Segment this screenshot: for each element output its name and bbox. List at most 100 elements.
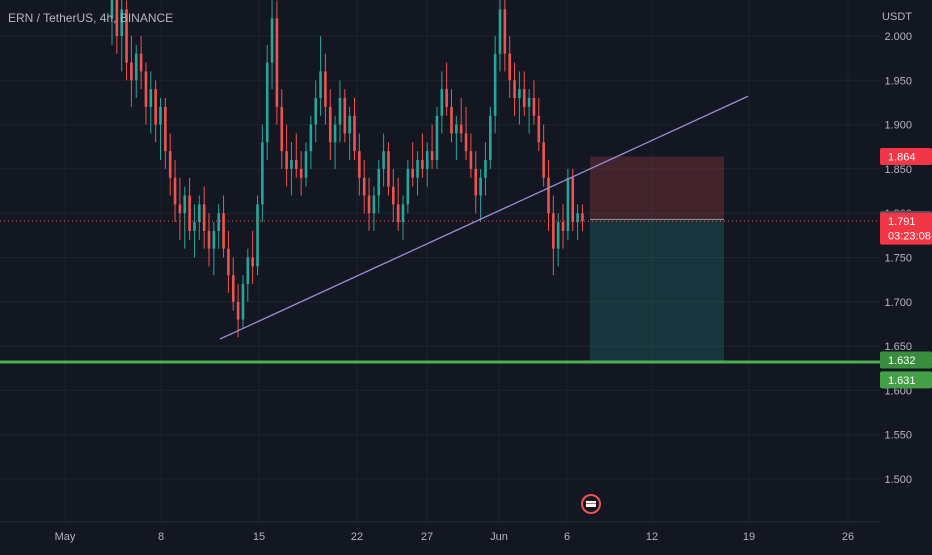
candle-body [430,151,434,161]
candle-body [353,115,356,152]
take-profit-zone[interactable] [590,219,724,363]
candle-body [513,80,516,99]
symbol-label: ERN / TetherUS, 4h, BINANCE [8,11,173,25]
y-tick-label: 2.000 [884,31,912,43]
candle-body [411,168,414,178]
candle-body [479,177,482,196]
candle-body [251,257,254,267]
candle-body [256,204,259,267]
candle-body [396,204,400,223]
candle-body [552,213,555,249]
candle-body [498,9,502,54]
candle-body [489,115,492,161]
candle-body [198,204,201,223]
candle-body [285,151,288,169]
candle-body [110,0,114,19]
candle-body [421,160,424,169]
candle-body [435,115,439,161]
candle-body [328,106,332,143]
candle-body [130,62,133,81]
candle-body [120,9,123,36]
candle-body [493,53,497,116]
candle-body [474,168,478,196]
candle-body [367,195,371,214]
x-tick-label: 26 [842,531,854,543]
y-tick-label: 1.500 [884,474,912,486]
candle-body [164,106,167,152]
candle-body [450,106,453,134]
candle-body [556,222,560,249]
y-tick-label: 1.550 [884,430,912,442]
flag-icon-stripe [586,503,596,504]
candle-body [246,257,250,285]
candle-body [309,124,313,152]
candle-body [319,71,322,99]
candle-body [377,168,381,196]
candle-body [227,248,230,276]
y-tick-label: 1.900 [884,120,912,132]
candle-body [561,222,565,231]
stop-loss-zone[interactable] [590,156,724,220]
candle-body [469,151,473,169]
candle-body [134,53,138,81]
y-tick-label: 1.650 [884,341,912,353]
candle-body [202,204,206,231]
candle-body [392,186,395,205]
candle-body [522,89,526,107]
x-tick-label: 12 [646,531,658,543]
candle-body [333,124,337,143]
candle-body [265,62,269,143]
ascending-trendline[interactable] [219,95,749,340]
price-tag-stop-label: 1.864 [888,151,916,163]
flag-icon[interactable] [581,494,601,514]
candle-body [188,195,191,231]
candle-body [314,98,317,125]
candle-body [139,53,143,72]
x-tick-label: May [55,531,76,543]
candle-body [358,151,361,178]
candle-body [542,142,545,178]
candle-body [324,71,327,107]
x-tick-label: Jun [490,531,508,543]
y-tick-label: 1.850 [884,164,912,176]
candle-body [484,160,487,178]
price-tag-support-label: 1.632 [888,355,916,367]
candle-body [115,0,119,36]
y-tick-label: 1.700 [884,297,912,309]
candle-body [231,275,235,302]
candle-body [275,18,279,107]
candle-body [508,53,511,81]
candle-body [406,168,410,205]
candle-body [532,98,536,116]
price-tag-current-label: 1.791 [888,216,916,228]
x-tick-label: 6 [564,531,570,543]
candle-body [299,168,303,178]
candle-body [387,151,390,187]
candle-body [571,177,575,223]
candle-body [236,301,240,320]
candle-body [159,106,162,125]
candle-body [173,177,177,205]
candle-body [304,151,308,178]
candle-body [440,89,444,116]
candle-body [348,115,351,134]
candle-body [527,98,531,107]
price-tag-support [880,351,932,369]
candle-body [581,213,584,222]
price-tag-current [880,212,932,245]
candle-body [193,222,196,231]
candle-body [416,160,419,178]
candle-body [241,284,245,320]
candle-body [455,124,458,134]
candle-body [183,195,187,214]
candle-body [362,177,366,196]
candle-body [425,151,429,169]
candle-body [566,177,570,231]
candle-body [576,213,579,223]
candle-body [464,133,468,152]
candle-body [212,230,216,249]
candle-body [343,98,347,134]
x-tick-label: 15 [253,531,265,543]
